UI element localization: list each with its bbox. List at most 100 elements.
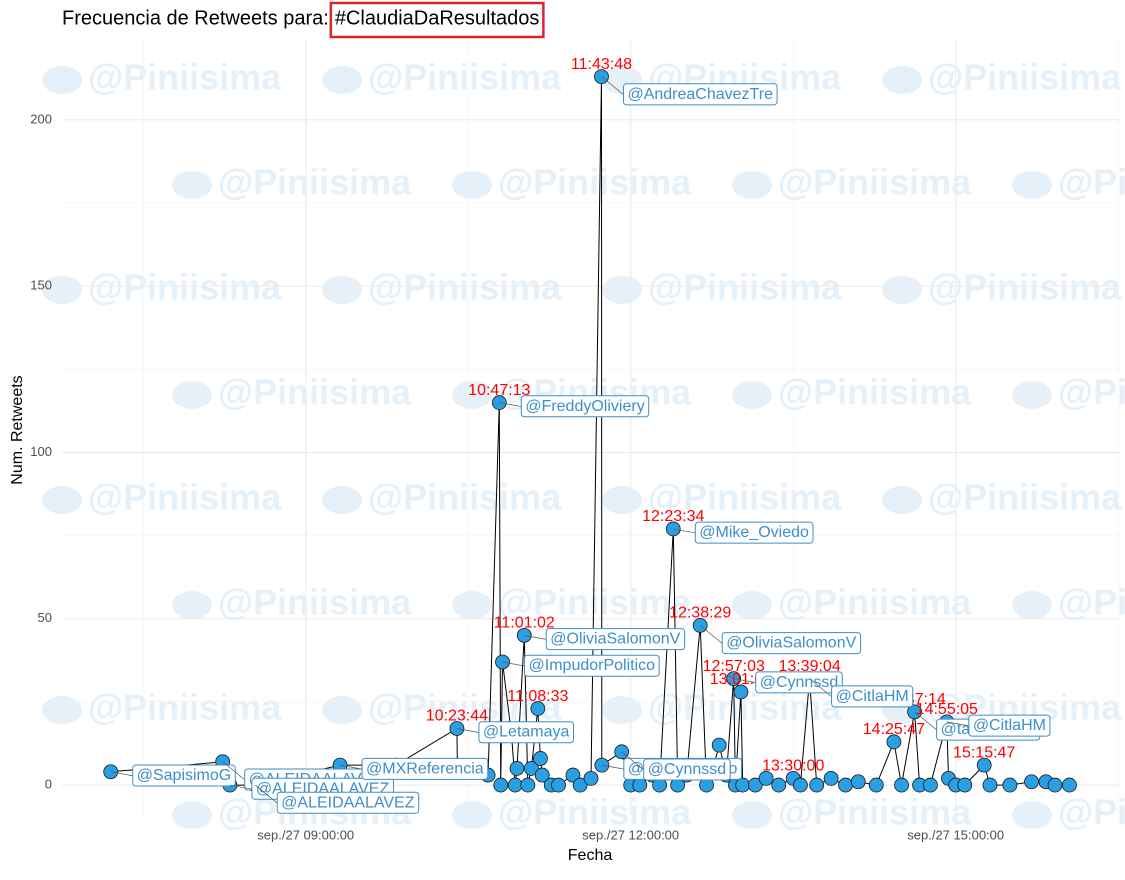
- label-leader: [621, 751, 644, 771]
- point: [758, 771, 774, 786]
- watermark: @Piniisima: [648, 477, 842, 518]
- watermark-bird: [172, 381, 212, 409]
- watermark-bird: [42, 696, 82, 724]
- user-label: @Cynnssd: [648, 761, 727, 778]
- label-leader: [499, 402, 522, 407]
- time-label: 13:30:00: [762, 758, 824, 775]
- label-leader: [524, 635, 547, 640]
- point: [793, 777, 808, 793]
- point: [534, 767, 550, 783]
- point: [1002, 777, 1018, 793]
- chart-title: Frecuencia de Retweets para:: [62, 7, 329, 29]
- watermark: @Piniisima: [1058, 792, 1125, 833]
- x-tick-label: sep./27 15:00:00: [907, 827, 1004, 842]
- time-label: 11:08:33: [507, 688, 568, 705]
- point: [982, 777, 998, 793]
- time-label: 12:38:29: [669, 605, 731, 622]
- time-label: 14:25:47: [863, 721, 925, 738]
- time-label: 10:23:44: [426, 708, 488, 725]
- x-axis-title: Fecha: [568, 847, 613, 864]
- watermark-bird: [42, 66, 82, 94]
- y-tick-label: 100: [30, 444, 52, 459]
- watermark-bird: [602, 696, 642, 724]
- user-label: @AndreaChavezTre: [627, 86, 773, 103]
- watermark-bird: [42, 486, 82, 514]
- label-leader: [254, 784, 278, 804]
- point: [632, 777, 648, 793]
- user-label-box: [831, 685, 914, 708]
- user-label-box: [276, 791, 420, 814]
- watermark-bird: [42, 276, 82, 304]
- user-label: @Cynnssd: [760, 674, 839, 691]
- watermark: @Piniisima: [218, 162, 412, 203]
- watermark: @Piniisima: [368, 477, 562, 518]
- user-label-box: [478, 721, 575, 744]
- watermark: @Piniisima: [368, 687, 562, 728]
- user-label: @OliviaSalomonV: [550, 631, 680, 648]
- user-label: @CitlaHM: [973, 717, 1046, 734]
- point: [524, 761, 539, 776]
- point: [976, 757, 992, 773]
- point: [733, 684, 749, 700]
- point: [530, 701, 546, 716]
- point: [771, 777, 787, 793]
- watermark-bird: [1012, 381, 1052, 409]
- label-leader: [601, 764, 624, 770]
- label-leader: [601, 76, 624, 95]
- user-label: @Letamaya: [483, 724, 570, 741]
- watermark-bird: [452, 591, 492, 619]
- label-leader: [699, 625, 723, 644]
- point: [886, 734, 902, 750]
- time-label: 12:57:03: [703, 658, 765, 675]
- user-label-box: [694, 521, 814, 544]
- point: [747, 777, 763, 793]
- y-axis-title: Num. Retweets: [9, 375, 26, 484]
- watermark-bird: [732, 171, 772, 199]
- watermark: @Piniisima: [778, 582, 972, 623]
- label-leader: [809, 678, 832, 697]
- point: [565, 767, 581, 783]
- point: [572, 777, 588, 793]
- point: [838, 777, 853, 793]
- watermark-bird: [1012, 591, 1052, 619]
- watermark-bird: [322, 276, 362, 304]
- watermark-bird: [1012, 171, 1052, 199]
- watermark-bird: [732, 801, 772, 829]
- watermark-bird: [322, 66, 362, 94]
- label-leader: [502, 661, 525, 667]
- point: [1047, 777, 1063, 793]
- y-tick-label: 0: [45, 777, 52, 792]
- user-label: @OliviaSalomonV: [726, 635, 856, 652]
- watermark-bird: [882, 276, 922, 304]
- user-label-box: [132, 764, 236, 787]
- watermark-bird: [1012, 801, 1052, 829]
- user-label-box: [622, 83, 778, 106]
- point: [711, 737, 727, 753]
- time-label: 11:43:48: [571, 56, 632, 73]
- user-label: @FreddyOliviery: [525, 398, 644, 415]
- label-leader: [222, 761, 245, 781]
- user-label-box: [361, 757, 489, 780]
- user-label: @Mike_Oviedo: [699, 524, 809, 541]
- label-leader: [914, 711, 937, 731]
- watermark: @Piniisima: [928, 57, 1122, 98]
- point: [923, 777, 938, 793]
- point: [809, 777, 825, 793]
- watermark-bird: [322, 696, 362, 724]
- watermark: @Piniisima: [498, 582, 692, 623]
- user-label: @ImpudorPolitico: [529, 657, 656, 674]
- watermark: @Piniisima: [1058, 162, 1125, 203]
- y-tick-label: 200: [30, 111, 52, 126]
- watermark-bird: [882, 66, 922, 94]
- y-tick-label: 150: [30, 278, 52, 293]
- label-leader: [733, 678, 756, 683]
- watermark: @Piniisima: [368, 57, 562, 98]
- watermark: @Piniisima: [778, 162, 972, 203]
- point: [1062, 777, 1077, 793]
- watermark-bird: [882, 486, 922, 514]
- label-leader: [673, 528, 696, 534]
- labels: 10:23:44 10:47:13 11:01:02 11:08:33 11:43:48…: [110, 56, 1051, 814]
- watermark: @Piniisima: [498, 162, 692, 203]
- watermark-bird: [322, 486, 362, 514]
- user-label: @SapisimoG: [137, 767, 232, 784]
